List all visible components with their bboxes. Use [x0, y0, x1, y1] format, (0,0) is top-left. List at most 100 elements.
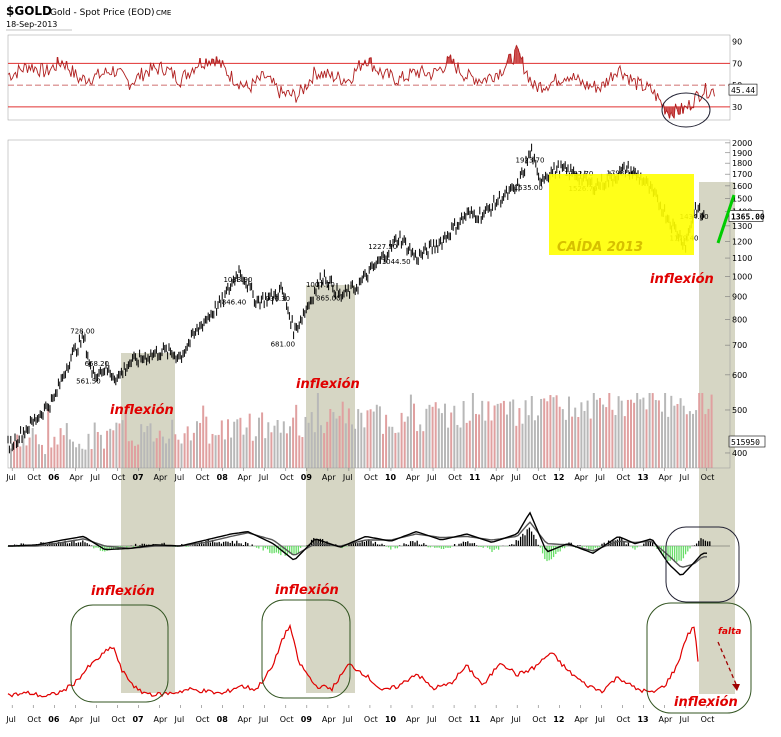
- caida-highlight-box: [549, 174, 694, 255]
- osc-xtick-6: 07: [132, 715, 143, 724]
- osc-xtick-13: Oct: [280, 715, 294, 724]
- inflexion-zone-2: [306, 285, 355, 693]
- price-tick-2000: 2000: [732, 139, 752, 148]
- rsi-oversold-circle: [661, 92, 711, 128]
- price-tick-1700: 1700: [732, 170, 752, 179]
- osc-xtick-29: Oct: [616, 715, 630, 724]
- osc-xtick-22: 11: [469, 715, 481, 724]
- price-annotation-17: 1434.00: [680, 213, 709, 221]
- osc-xtick-32: Jul: [679, 715, 690, 724]
- price-tick-600: 600: [732, 371, 747, 380]
- rsi-frame: [7, 34, 731, 121]
- price-annotation-8: 865.00: [316, 294, 341, 302]
- trend-green-line: [716, 194, 736, 244]
- rsi-last-value: 45.44: [731, 86, 755, 95]
- price-xtick-12: Jul: [258, 473, 269, 482]
- osc-xtick-7: Apr: [154, 715, 169, 724]
- price-panel: 4005006007008009001000110012001300140015…: [7, 139, 765, 469]
- price-annotation-4: 846.40: [222, 299, 247, 307]
- macd-panel: [7, 511, 730, 576]
- osc-circle-3: [646, 602, 752, 714]
- price-xtick-29: Oct: [616, 473, 630, 482]
- price-xtick-6: 07: [132, 473, 143, 482]
- price-xtick-4: Jul: [89, 473, 100, 482]
- macd-line: [8, 511, 707, 576]
- osc-xtick-28: Jul: [594, 715, 605, 724]
- osc-xtick-2: 06: [48, 715, 60, 724]
- osc-xtick-24: Jul: [510, 715, 521, 724]
- osc-xtick-5: Oct: [111, 715, 125, 724]
- inflexion-label-1: inflexión: [110, 403, 174, 418]
- rsi-tick-90: 90: [732, 38, 742, 47]
- chart-symbol: $GOLD: [6, 4, 52, 18]
- oscillator-line: [7, 623, 699, 698]
- price-xtick-20: Jul: [426, 473, 437, 482]
- inflexion-zone-1: [121, 353, 175, 693]
- osc-circle-1: [70, 604, 169, 703]
- price-tick-1000: 1000: [732, 272, 752, 281]
- osc-inflexion-label-3: inflexión: [674, 695, 738, 710]
- chart-title: Gold - Spot Price (EOD): [50, 8, 155, 18]
- price-frame: [7, 139, 731, 469]
- price-xtick-18: 10: [385, 473, 397, 482]
- osc-dashed-arrow: [717, 641, 737, 685]
- osc-xtick-15: Apr: [322, 715, 337, 724]
- price-xtick-30: 13: [637, 473, 648, 482]
- volume-bars: 515950: [10, 393, 766, 468]
- osc-xtick-4: Jul: [89, 715, 100, 724]
- price-xtick-5: Oct: [111, 473, 125, 482]
- osc-inflexion-label-2: inflexión: [275, 583, 339, 598]
- price-xtick-22: 11: [469, 473, 481, 482]
- price-xtick-21: Oct: [448, 473, 462, 482]
- price-xtick-32: Jul: [679, 473, 690, 482]
- price-tick-800: 800: [732, 315, 747, 324]
- chart-date: 18-Sep-2013: [6, 20, 57, 29]
- price-tick-500: 500: [732, 406, 747, 415]
- price-annotation-0: 728.00: [70, 328, 95, 336]
- price-tick-700: 700: [732, 341, 747, 350]
- inflexion-label-3: inflexión: [650, 272, 714, 287]
- price-xtick-7: Apr: [154, 473, 169, 482]
- price-annotation-1: 668.20: [85, 360, 110, 368]
- osc-xtick-8: Jul: [174, 715, 185, 724]
- price-xtick-3: Apr: [69, 473, 84, 482]
- rsi-last-box: [728, 83, 758, 96]
- osc-xtick-10: 08: [217, 715, 229, 724]
- price-annotation-12: 1535.00: [514, 184, 543, 192]
- osc-inflexion-label-1: inflexión: [91, 584, 155, 599]
- price-annotation-6: 681.00: [271, 340, 296, 348]
- osc-xtick-0: Jul: [5, 715, 16, 724]
- price-xtick-17: Oct: [364, 473, 378, 482]
- osc-xtick-27: Apr: [574, 715, 589, 724]
- price-xtick-25: Oct: [532, 473, 546, 482]
- osc-xtick-30: 13: [637, 715, 648, 724]
- osc-xtick-1: Oct: [27, 715, 41, 724]
- osc-xtick-14: 09: [301, 715, 313, 724]
- price-xtick-10: 08: [217, 473, 229, 482]
- rsi-panel: 3050709045.44: [7, 34, 758, 121]
- rsi-tick-70: 70: [732, 59, 742, 68]
- osc-falta-label: falta: [718, 627, 741, 637]
- price-xtick-11: Apr: [238, 473, 253, 482]
- price-tick-400: 400: [732, 449, 747, 458]
- price-xtick-0: Jul: [5, 473, 16, 482]
- volume-last-box: [728, 435, 766, 448]
- osc-arrowhead: [732, 684, 740, 691]
- price-tick-1100: 1100: [732, 254, 752, 263]
- macd-signal-line: [8, 521, 707, 568]
- price-tick-1900: 1900: [732, 149, 752, 158]
- price-xtick-15: Apr: [322, 473, 337, 482]
- osc-xtick-17: Oct: [364, 715, 378, 724]
- osc-xtick-31: Apr: [659, 715, 674, 724]
- price-annotation-3: 1033.90: [223, 276, 252, 284]
- osc-xtick-26: 12: [553, 715, 564, 724]
- osc-xtick-16: Jul: [342, 715, 353, 724]
- osc-xtick-12: Jul: [258, 715, 269, 724]
- price-tick-1300: 1300: [732, 222, 752, 231]
- price-annotation-15: 1798.10: [606, 169, 635, 177]
- osc-xtick-9: Oct: [196, 715, 210, 724]
- osc-xtick-25: Oct: [532, 715, 546, 724]
- price-xtick-28: Jul: [594, 473, 605, 482]
- price-xtick-27: Apr: [574, 473, 589, 482]
